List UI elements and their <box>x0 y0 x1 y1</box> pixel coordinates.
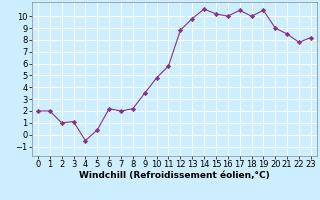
X-axis label: Windchill (Refroidissement éolien,°C): Windchill (Refroidissement éolien,°C) <box>79 171 270 180</box>
